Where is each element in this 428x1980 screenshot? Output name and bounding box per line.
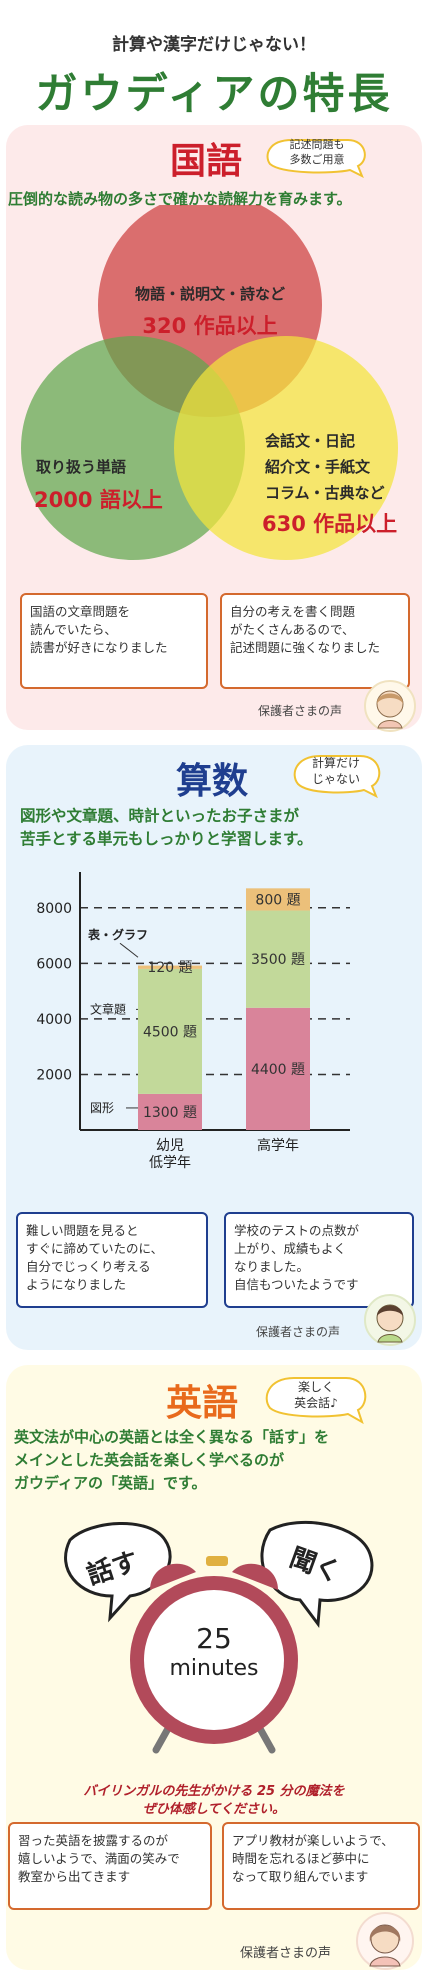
testimonial-line: 上がり、成績もよく (234, 1241, 347, 1256)
bar-segment (246, 910, 310, 1008)
bar-segment (138, 968, 202, 1094)
series-annotation-label: 図形 (90, 1101, 114, 1115)
alarm-clock-icon (130, 1556, 298, 1754)
testimonial-line: 嬉しいようで、満面の笑みで (18, 1851, 180, 1866)
testimonial-line: がたくさんあるので、 (230, 622, 355, 637)
kokugo-lead: 圧倒的な読み物の多さで確かな読解力を育みます。 (8, 190, 352, 208)
bar-data-label: 1300 題 (143, 1105, 197, 1121)
venn-left-value: 2000 語以上 (34, 488, 163, 512)
testimonial-line: 時間を忘れるほど夢中に (232, 1851, 370, 1866)
clock-number: 25 (196, 1622, 232, 1655)
eigo-lead-line1: 英文法が中心の英語とは全く異なる「話す」を (14, 1428, 330, 1446)
eigo-caption-line2: ぜひ体感してください。 (142, 1802, 286, 1817)
bar-data-label: 120 題 (147, 960, 192, 976)
venn-left-circle (21, 336, 245, 560)
testimonial-line: 自信もついたようです (234, 1277, 359, 1292)
testimonial-line: 習った英語を披露するのが (18, 1833, 169, 1848)
bar-data-label: 4400 題 (251, 1062, 305, 1078)
x-tick-label: 低学年 (149, 1155, 191, 1171)
eigo-clock-illustration (64, 1520, 374, 1754)
venn-right-circle (174, 336, 398, 560)
venn-right-line2: 紹介文・手紙文 (265, 458, 371, 476)
page-title: ガウディアの特長 (35, 69, 393, 118)
annotation-leader-line (119, 942, 139, 958)
sansu-testimonial-right: 学校のテストの点数が 上がり、成績もよく なりました。 自信もついたようです (224, 1212, 414, 1308)
venn-right-line1: 会話文・日記 (265, 432, 356, 450)
parent-avatar-icon (356, 1912, 414, 1970)
eigo-note-line1: 楽しく (297, 1380, 334, 1394)
testimonial-line: 学校のテストの点数が (234, 1223, 360, 1238)
testimonial-line: 教室から出てきます (18, 1869, 131, 1884)
eigo-testimonial-right: アプリ教材が楽しいようで、 時間を忘れるほど夢中に なって取り組んでいます (222, 1822, 420, 1910)
eigo-note-bubble-icon (265, 1377, 367, 1425)
testimonial-line: なりました。 (234, 1259, 310, 1274)
y-tick-label: 8000 (36, 901, 72, 917)
sansu-note-line2: じゃない (311, 772, 360, 786)
sansu-voice-label: 保護者さまの声 (256, 1325, 341, 1339)
venn-right-line3: コラム・古典など (265, 484, 385, 502)
venn-top-label: 物語・説明文・詩など (134, 285, 285, 303)
testimonial-line: 読んでいたら、 (30, 622, 117, 637)
y-tick-label: 6000 (36, 956, 72, 972)
parent-avatar-icon (364, 680, 416, 732)
kokugo-note-line2: 多数ご用意 (289, 153, 345, 166)
testimonial-line: 国語の文章問題を (30, 604, 131, 619)
eigo-title: 英語 (166, 1383, 239, 1424)
kokugo-venn-diagram (21, 205, 398, 560)
testimonial-line: 自分の考えを書く問題 (230, 604, 356, 619)
clock-unit: minutes (169, 1656, 259, 1681)
testimonial-line: 読書が好きになりました (30, 640, 168, 655)
header-kicker: 計算や漢字だけじゃない！ (112, 35, 316, 55)
x-tick-label: 高学年 (257, 1137, 299, 1154)
testimonial-line: ようになりました (26, 1277, 127, 1292)
venn-top-value: 320 作品以上 (142, 314, 278, 338)
y-tick-label: 4000 (36, 1012, 72, 1028)
venn-right-value: 630 作品以上 (262, 512, 398, 536)
kokugo-note-bubble-icon (266, 139, 366, 178)
testimonial-line: すぐに諦めていたのに、 (26, 1241, 164, 1256)
bar-segment (138, 1093, 202, 1130)
eigo-lead-line3: ガウディアの「英語」です。 (14, 1474, 207, 1492)
kokugo-testimonial-left: 国語の文章問題を 読んでいたら、 読書が好きになりました (20, 593, 208, 689)
eigo-note-line2: 英会話♪ (294, 1396, 338, 1410)
eigo-lead-line2: メインとした英会話を楽しく学べるのが (14, 1451, 285, 1469)
sansu-lead-line1: 図形や文章題、時計といったお子さまが (20, 807, 300, 825)
y-tick-label: 2000 (36, 1067, 72, 1083)
bar-segment (246, 888, 310, 911)
testimonial-line: なって取り組んでいます (232, 1869, 369, 1884)
testimonial-line: 難しい問題を見ると (26, 1223, 139, 1238)
testimonial-line: 記述問題に強くなりました (230, 640, 381, 655)
eigo-caption-line1: バイリンガルの先生がかける 25 分の魔法を (83, 1784, 345, 1799)
kokugo-title: 国語 (170, 141, 243, 182)
sansu-title: 算数 (176, 761, 249, 802)
sansu-lead-line2: 苦手とする単元もしっかりと学習します。 (20, 830, 313, 848)
sansu-note-line1: 計算だけ (311, 756, 360, 770)
venn-left-label: 取り扱う単語 (36, 458, 127, 476)
series-annotation-label: 表・グラフ (87, 927, 148, 942)
kokugo-voice-label: 保護者さまの声 (258, 704, 343, 718)
bar-data-label: 4500 題 (143, 1024, 197, 1040)
kokugo-testimonial-right: 自分の考えを書く問題 がたくさんあるので、 記述問題に強くなりました (220, 593, 410, 689)
bar-segment (246, 1007, 310, 1130)
bar-data-label: 800 題 (255, 892, 300, 908)
testimonial-line: 自分でじっくり考える (26, 1259, 151, 1274)
parent-avatar-icon (364, 1294, 416, 1346)
bar-data-label: 3500 題 (251, 952, 305, 968)
testimonial-line: アプリ教材が楽しいようで、 (232, 1833, 394, 1848)
bar-segment (138, 965, 202, 969)
sansu-note-bubble-icon (293, 755, 381, 799)
eigo-voice-label: 保護者さまの声 (240, 1946, 332, 1961)
kokugo-note-line1: 記述問題も (289, 138, 345, 151)
x-tick-label: 幼児 (156, 1138, 184, 1154)
sansu-testimonial-left: 難しい問題を見ると すぐに諦めていたのに、 自分でじっくり考える ようになりまし… (16, 1212, 208, 1308)
eigo-testimonial-left: 習った英語を披露するのが 嬉しいようで、満面の笑みで 教室から出てきます (8, 1822, 212, 1910)
series-annotation-label: 文章題 (90, 1001, 126, 1016)
